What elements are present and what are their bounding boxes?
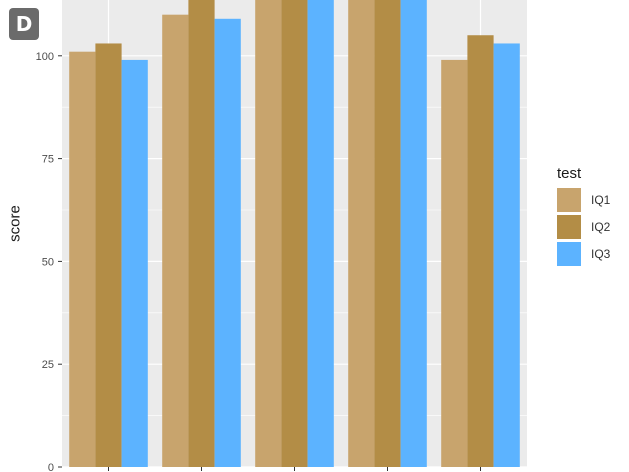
- bar-iq3-1: [121, 59, 148, 468]
- y-tick-label: 50: [42, 256, 54, 268]
- bar-iq1-1: [69, 51, 96, 468]
- bar-iq2-1: [95, 43, 122, 468]
- y-tick-label: 100: [36, 51, 54, 63]
- legend-swatch: [557, 215, 581, 239]
- bar-iq1-4: [348, 0, 375, 468]
- legend-swatch: [557, 242, 581, 266]
- bar-iq3-3: [307, 0, 334, 468]
- legend-title: test: [557, 165, 582, 182]
- bar-iq3-4: [400, 0, 427, 468]
- bar-iq1-3: [255, 0, 282, 468]
- bar-iq2-3: [281, 0, 308, 468]
- legend-label: IQ2: [591, 220, 611, 234]
- legend-label: IQ1: [591, 193, 611, 207]
- panel-letter-badge: D: [9, 8, 39, 40]
- bar-iq2-5: [467, 35, 494, 468]
- bar-iq1-5: [441, 59, 468, 468]
- y-tick-label: 0: [48, 462, 54, 472]
- y-tick-label: 75: [42, 154, 54, 166]
- legend-swatch: [557, 188, 581, 212]
- bar-iq2-4: [374, 0, 401, 468]
- bar-iq1-2: [162, 14, 189, 468]
- y-tick-label: 25: [42, 359, 54, 371]
- bar-iq2-2: [188, 0, 215, 468]
- y-axis: 0 25 50 75 100: [36, 51, 481, 472]
- bars: [69, 0, 520, 468]
- bar-iq3-5: [493, 43, 520, 468]
- legend-label: IQ3: [591, 247, 611, 261]
- bar-iq3-2: [214, 18, 241, 468]
